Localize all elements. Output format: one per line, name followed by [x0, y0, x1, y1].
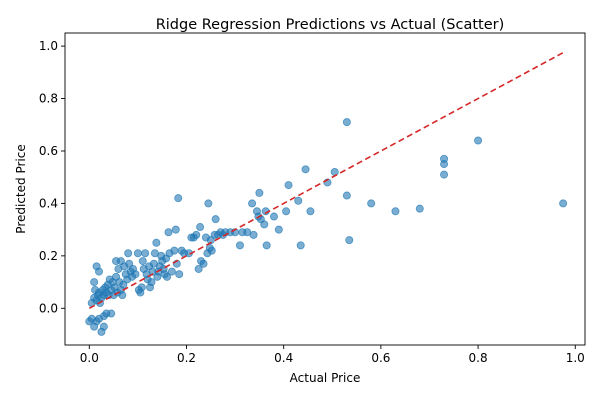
data-point — [107, 309, 116, 318]
data-point — [269, 212, 278, 221]
data-point — [90, 278, 99, 287]
x-tick-label: 0.6 — [371, 351, 390, 365]
data-point — [345, 236, 354, 245]
data-point — [196, 223, 205, 232]
plot-area: 0.0 0.2 0.4 0.6 0.8 1.0 0.0 0.2 0.4 0.6 0.8 1.0 — [39, 32, 586, 365]
data-point — [255, 188, 264, 197]
data-point — [211, 215, 220, 224]
data-point — [367, 199, 376, 208]
data-point — [301, 165, 310, 174]
y-tick-label: 1.0 — [39, 39, 58, 53]
data-point — [99, 322, 108, 331]
data-point — [163, 272, 172, 281]
data-point — [296, 241, 305, 250]
data-point — [274, 225, 283, 234]
data-point — [192, 230, 201, 239]
data-point — [141, 249, 150, 258]
data-point — [306, 207, 315, 216]
x-tick-label: 0.8 — [469, 351, 488, 365]
data-point — [147, 278, 156, 287]
data-point — [171, 225, 180, 234]
data-point — [204, 199, 213, 208]
data-point — [174, 194, 183, 203]
data-point — [170, 246, 179, 255]
y-tick-label: 0.2 — [39, 249, 58, 263]
data-point — [133, 249, 142, 258]
data-point — [260, 220, 269, 229]
y-tick-label: 0.0 — [39, 301, 58, 315]
data-point — [559, 199, 568, 208]
data-point — [164, 228, 173, 237]
data-point — [262, 241, 271, 250]
data-point — [391, 207, 400, 216]
data-point — [95, 267, 104, 276]
data-point — [330, 167, 339, 176]
data-point — [124, 249, 133, 258]
data-point — [294, 196, 303, 205]
data-point — [131, 270, 140, 279]
data-point — [342, 191, 351, 200]
data-point — [118, 291, 127, 300]
chart-title: Ridge Regression Predictions vs Actual (… — [156, 17, 505, 33]
x-axis-label: Actual Price — [290, 371, 361, 385]
data-point — [199, 259, 208, 268]
data-point — [206, 236, 215, 245]
data-point — [152, 238, 161, 247]
y-axis-label: Predicted Price — [14, 144, 28, 233]
data-point — [167, 267, 176, 276]
data-point — [116, 257, 125, 266]
plot-frame — [64, 32, 586, 346]
data-point — [235, 241, 244, 250]
data-point — [415, 204, 424, 213]
data-point — [282, 207, 291, 216]
y-tick-label: 0.8 — [39, 92, 58, 106]
x-tick-label: 0.0 — [80, 351, 99, 365]
data-point — [249, 230, 258, 239]
data-point — [137, 283, 146, 292]
y-tick-label: 0.6 — [39, 144, 58, 158]
data-point — [207, 246, 216, 255]
data-point — [119, 280, 128, 289]
data-point — [440, 160, 449, 169]
x-tick-label: 1.0 — [566, 351, 585, 365]
data-point — [474, 136, 483, 145]
x-tick-label: 0.4 — [274, 351, 293, 365]
x-tick-label: 0.2 — [177, 351, 196, 365]
reference-line — [88, 51, 564, 309]
data-point — [194, 264, 203, 273]
data-point — [248, 199, 257, 208]
data-point — [125, 259, 134, 268]
y-tick-label: 0.4 — [39, 196, 58, 210]
data-point — [138, 257, 147, 266]
data-point — [284, 181, 293, 190]
data-point — [342, 118, 351, 127]
data-point — [440, 170, 449, 179]
data-point — [175, 270, 184, 279]
